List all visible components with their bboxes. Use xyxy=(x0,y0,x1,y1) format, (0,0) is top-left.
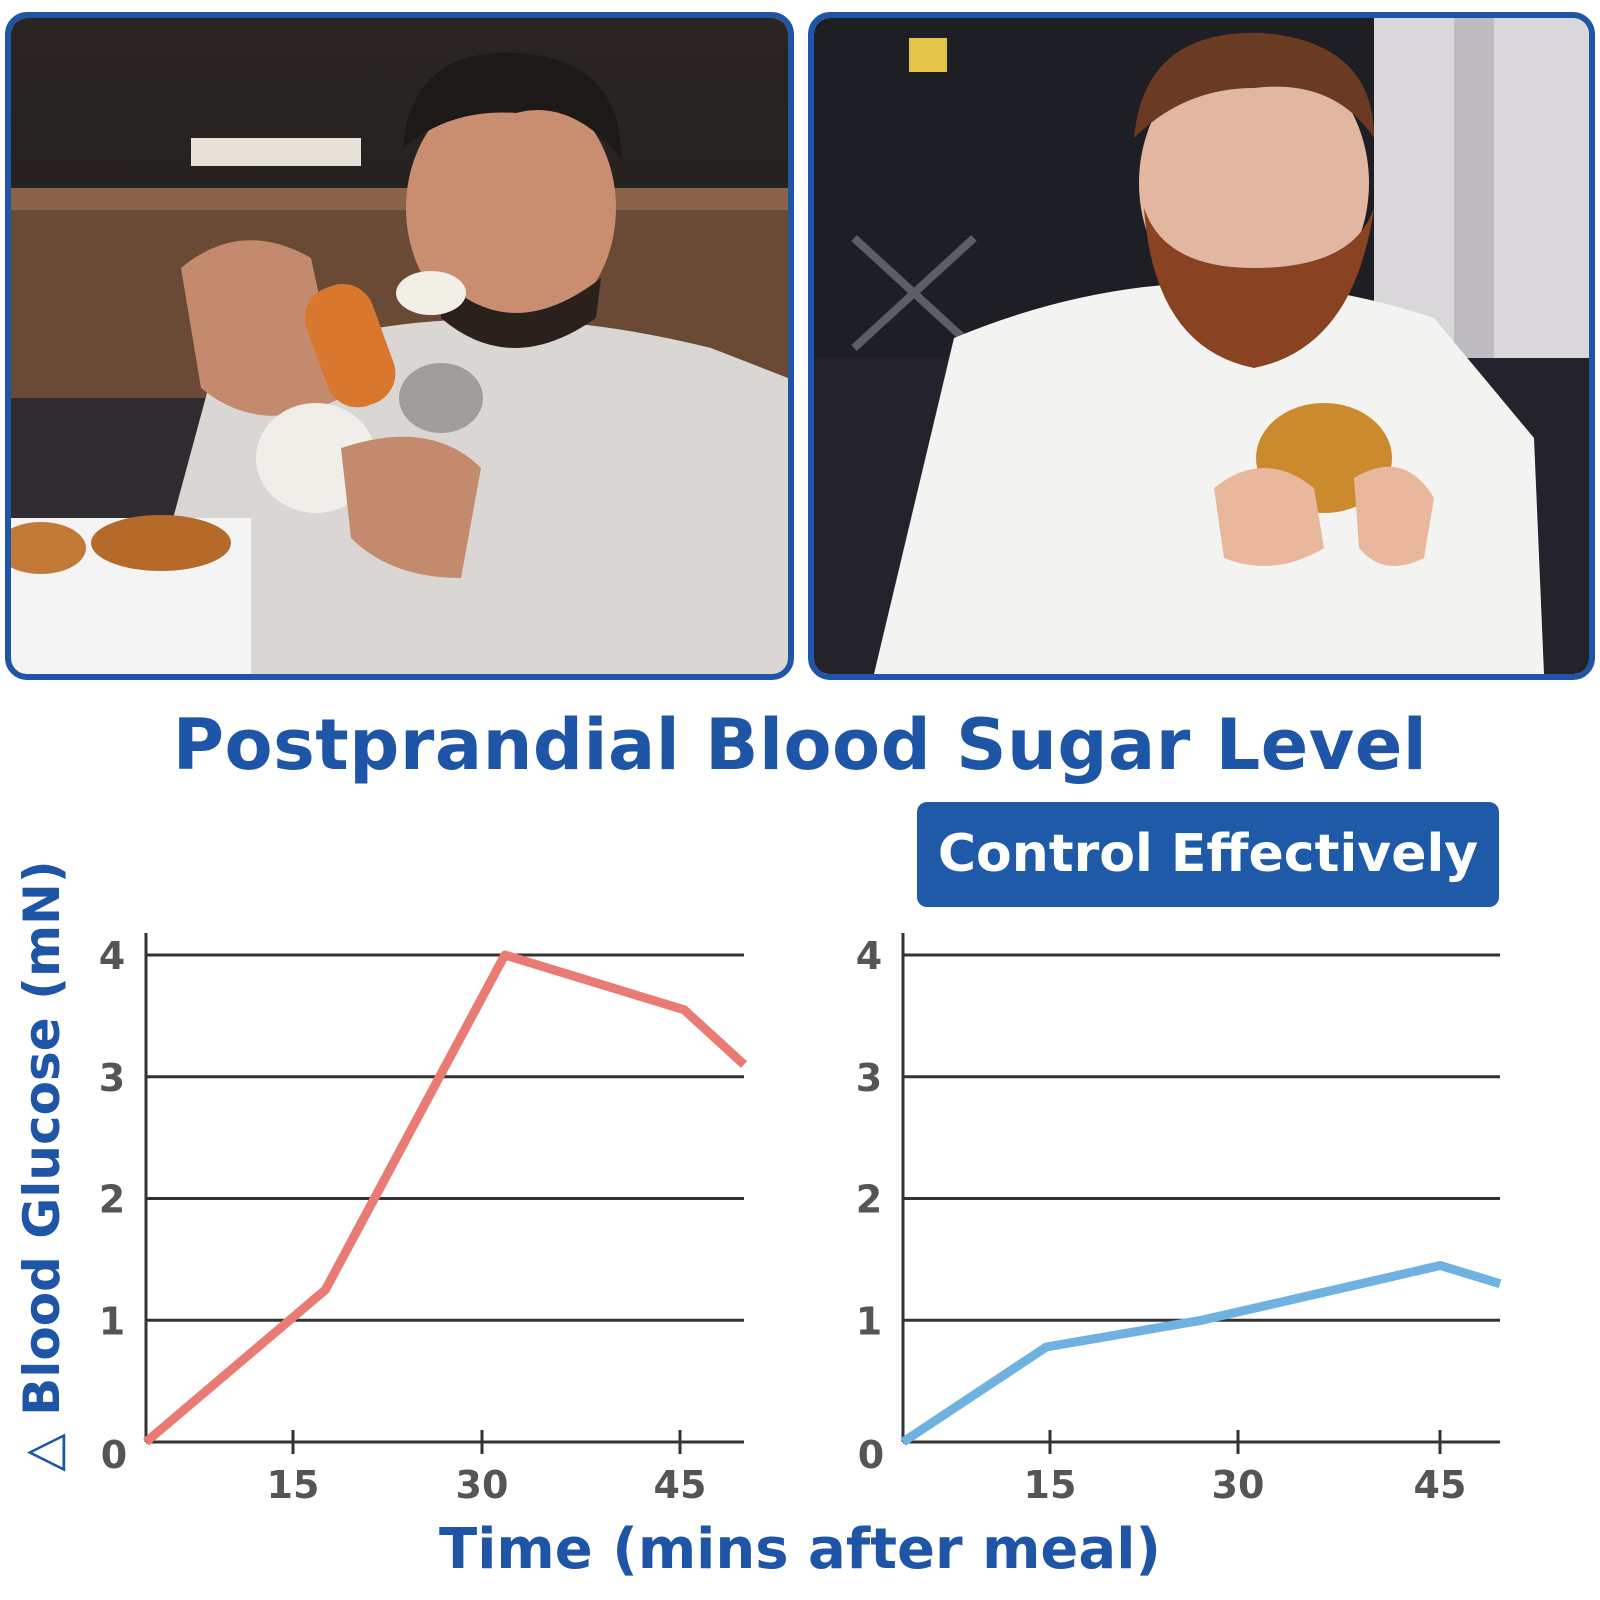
x-tick-label: 30 xyxy=(456,1463,509,1507)
photo-man-eating-burger xyxy=(808,12,1595,680)
x-tick-label: 15 xyxy=(1024,1463,1077,1507)
y-tick-label: 0 xyxy=(101,1433,127,1477)
y-tick-label: 2 xyxy=(856,1178,882,1222)
chart-with-control: 0 1 2 3 4 15 30 45 xyxy=(856,933,1502,1507)
y-tick-label: 4 xyxy=(856,934,882,978)
x-tick-label: 45 xyxy=(654,1463,707,1507)
chart-title: Postprandial Blood Sugar Level xyxy=(172,704,1428,786)
x-axis-title: Time (mins after meal) xyxy=(439,1517,1161,1582)
y-tick-label: 3 xyxy=(856,1056,882,1100)
x-tick-label: 30 xyxy=(1212,1463,1265,1507)
control-effectively-badge: Control Effectively xyxy=(917,802,1499,907)
photo-man-eating-cake xyxy=(5,12,794,680)
chart-without-control: 0 1 2 3 4 15 30 45 xyxy=(99,933,748,1507)
y-tick-label: 2 xyxy=(99,1178,125,1222)
y-tick-label: 0 xyxy=(858,1433,884,1477)
y-tick-label: 4 xyxy=(99,934,125,978)
y-tick-label: 1 xyxy=(856,1299,882,1343)
x-tick-label: 45 xyxy=(1414,1463,1467,1507)
series-line-0 xyxy=(143,950,748,1446)
y-tick-label: 3 xyxy=(99,1056,125,1100)
x-tick-label: 15 xyxy=(267,1463,320,1507)
y-tick-label: 1 xyxy=(99,1299,125,1343)
series-line-0 xyxy=(900,1261,1502,1446)
